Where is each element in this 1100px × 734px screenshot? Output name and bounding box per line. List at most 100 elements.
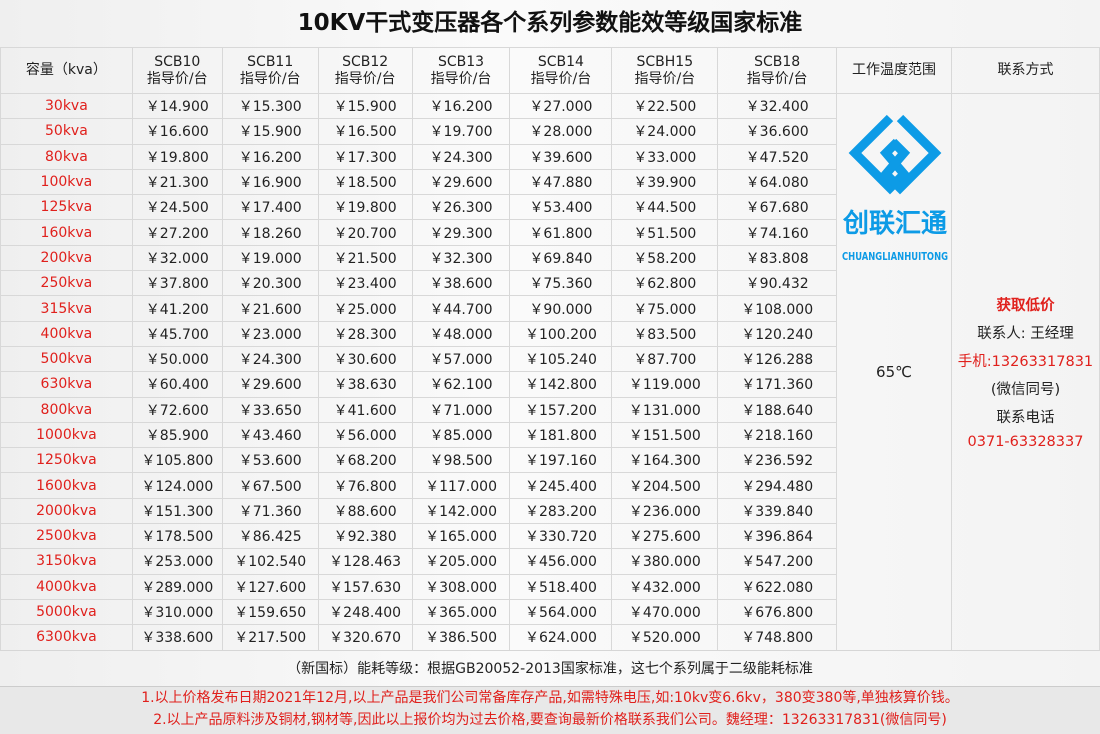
capacity-cell: 30kva (0, 92, 133, 120)
series-name: SCBH15 (636, 53, 694, 70)
price-cell: ￥83.500 (611, 320, 719, 347)
capacity-cell: 125kva (0, 194, 133, 221)
price-cell: ￥28.000 (509, 118, 613, 145)
price-cell: ￥105.240 (509, 345, 613, 373)
capacity-cell: 1600kva (0, 472, 133, 499)
price-cell: ￥90.000 (509, 295, 613, 322)
price-cell: ￥44.700 (411, 295, 511, 322)
capacity-cell: 630kva (0, 371, 133, 398)
capacity-cell: 4000kva (0, 573, 133, 600)
price-cell: ￥164.300 (611, 447, 719, 474)
price-cell: ￥19.700 (411, 118, 511, 145)
temperature-range: 65℃ (836, 93, 952, 651)
price-cell: ￥45.700 (131, 320, 223, 347)
price-cell: ￥365.000 (411, 598, 511, 626)
capacity-cell: 250kva (0, 270, 133, 297)
price-cell: ￥236.000 (611, 497, 719, 525)
price-cell: ￥50.000 (131, 345, 223, 373)
price-cell: ￥330.720 (509, 523, 613, 550)
price-cell: ￥85.000 (411, 421, 511, 449)
price-cell: ￥15.900 (221, 118, 319, 145)
price-cell: ￥248.400 (317, 598, 413, 626)
price-cell: ￥21.600 (221, 295, 319, 322)
series-sub: 指导价/台 (239, 70, 301, 87)
price-cell: ￥68.200 (317, 447, 413, 474)
wechat-note: (微信同号) (990, 381, 1061, 398)
price-cell: ￥14.900 (131, 92, 223, 120)
header-scb12: SCB12 指导价/台 (317, 47, 413, 94)
price-cell: ￥188.640 (717, 396, 838, 423)
price-cell: ￥308.000 (411, 573, 511, 600)
capacity-cell: 160kva (0, 219, 133, 246)
table-row: 6300kva ￥338.600 ￥217.500 ￥320.670 ￥386.500 ￥… (0, 624, 1100, 651)
table-row: 4000kva ￥289.000 ￥127.600 ￥157.630 ￥308.000 ￥… (0, 573, 1100, 600)
price-cell: ￥29.600 (411, 168, 511, 196)
price-cell: ￥159.650 (221, 598, 319, 626)
table-row: 125kva ￥24.500 ￥17.400 ￥19.800 ￥26.300 ￥53.40… (0, 194, 1100, 221)
note-2: 2.以上产品原料涉及铜材,钢材等,因此以上报价均为过去价格,要查询最新价格联系我… (153, 712, 947, 728)
price-cell: ￥76.800 (317, 472, 413, 499)
series-name: SCB18 (754, 53, 801, 70)
price-cell: ￥16.200 (221, 143, 319, 170)
price-cell: ￥17.400 (221, 194, 319, 221)
price-cell: ￥87.700 (611, 345, 719, 373)
header-scb18: SCB18 指导价/台 (717, 47, 838, 94)
price-cell: ￥128.463 (317, 548, 413, 575)
table-row: 30kva ￥14.900 ￥15.300 ￥15.900 ￥16.200 ￥27.000… (0, 92, 1100, 651)
price-cell: ￥27.000 (509, 92, 613, 120)
price-cell: ￥19.000 (221, 244, 319, 272)
price-cell: ￥51.500 (611, 219, 719, 246)
capacity-cell: 1000kva (0, 421, 133, 449)
table-row: 1250kva ￥105.800 ￥53.600 ￥68.200 ￥98.500 ￥197… (0, 447, 1100, 474)
price-cell: ￥119.000 (611, 371, 719, 398)
price-cell: ￥16.900 (221, 168, 319, 196)
price-cell: ￥178.500 (131, 523, 223, 550)
price-cell: ￥47.520 (717, 143, 838, 170)
energy-standard-note: （新国标）能耗等级：根据GB20052-2013国家标准，这七个系列属于二级能耗… (0, 650, 1100, 687)
price-cell: ￥61.800 (509, 219, 613, 246)
price-cell: ￥92.380 (317, 523, 413, 550)
capacity-cell: 100kva (0, 168, 133, 196)
series-name: SCB12 (342, 53, 389, 70)
price-cell: ￥24.300 (221, 345, 319, 373)
price-cell: ￥16.200 (411, 92, 511, 120)
price-cell: ￥88.600 (317, 497, 413, 525)
price-cell: ￥98.500 (411, 447, 511, 474)
header-scbh15: SCBH15 指导价/台 (611, 47, 719, 94)
series-name: SCB14 (537, 53, 584, 70)
table-row: 160kva ￥27.200 ￥18.260 ￥20.700 ￥29.300 ￥61.80… (0, 219, 1100, 246)
price-table: 容量（kva） SCB10 指导价/台 SCB11 指导价/台 SCB12 指导价/台 SC… (0, 47, 1100, 651)
price-cell: ￥131.000 (611, 396, 719, 423)
page-title: 10KV干式变压器各个系列参数能效等级国家标准 (0, 0, 1100, 48)
contact-info: 获取低价 联系人: 王经理 手机:13263317831 (微信同号) 联系电话… (950, 93, 1100, 651)
note-1: 1.以上价格发布日期2021年12月,以上产品是我们公司常备库存产品,如需特殊电… (141, 690, 959, 706)
price-cell: ￥71.000 (411, 396, 511, 423)
price-cell: ￥19.800 (317, 194, 413, 221)
price-cell: ￥120.240 (717, 320, 838, 347)
price-cell: ￥29.600 (221, 371, 319, 398)
price-cell: ￥15.900 (317, 92, 413, 120)
series-name: SCB10 (154, 53, 201, 70)
price-cell: ￥23.000 (221, 320, 319, 347)
table-row: 200kva ￥32.000 ￥19.000 ￥21.500 ￥32.300 ￥69.84… (0, 244, 1100, 272)
price-cell: ￥236.592 (717, 447, 838, 474)
price-cell: ￥100.200 (509, 320, 613, 347)
price-cell: ￥181.800 (509, 421, 613, 449)
price-cell: ￥75.360 (509, 270, 613, 297)
price-cell: ￥151.500 (611, 421, 719, 449)
price-cell: ￥67.680 (717, 194, 838, 221)
table-row: 5000kva ￥310.000 ￥159.650 ￥248.400 ￥365.000 ￥… (0, 598, 1100, 626)
price-cell: ￥253.000 (131, 548, 223, 575)
price-cell: ￥142.800 (509, 371, 613, 398)
capacity-cell: 2000kva (0, 497, 133, 525)
price-cell: ￥41.600 (317, 396, 413, 423)
phone-number: 0371-63328337 (967, 433, 1084, 450)
price-cell: ￥124.000 (131, 472, 223, 499)
price-cell: ￥320.670 (317, 624, 413, 651)
price-cell: ￥56.000 (317, 421, 413, 449)
header-scb14: SCB14 指导价/台 (509, 47, 613, 94)
price-cell: ￥20.300 (221, 270, 319, 297)
price-cell: ￥157.200 (509, 396, 613, 423)
series-sub: 指导价/台 (530, 70, 592, 87)
table-row: 50kva ￥16.600 ￥15.900 ￥16.500 ￥19.700 ￥28.000… (0, 118, 1100, 145)
